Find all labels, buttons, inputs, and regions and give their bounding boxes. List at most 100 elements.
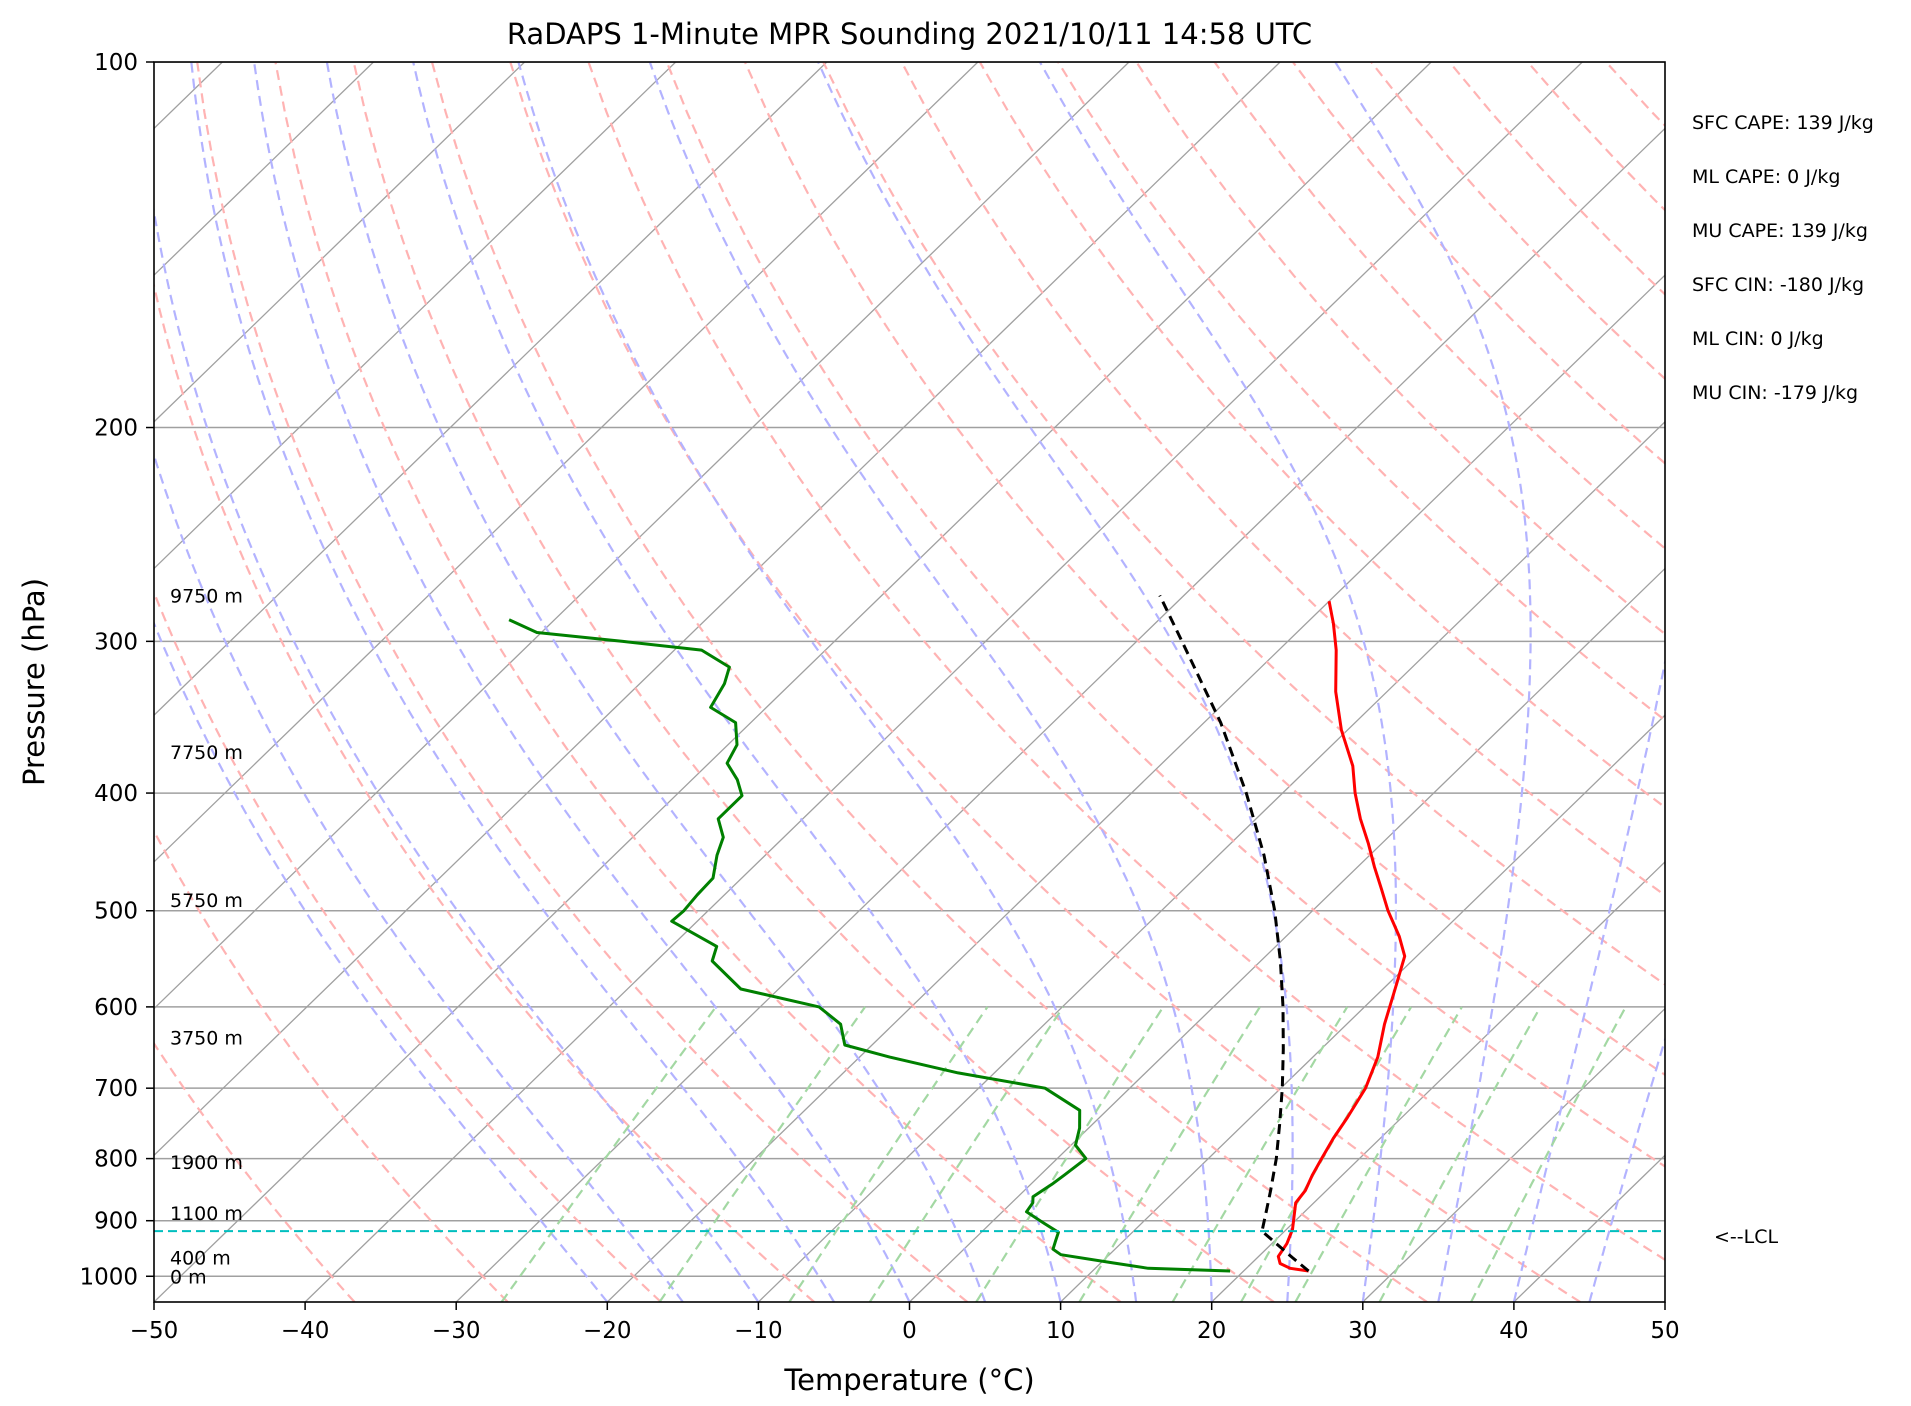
isotherm-line	[154, 62, 1432, 1302]
x-tick-label: −20	[583, 1318, 632, 1344]
moist-adiabat-lines	[154, 62, 1665, 1302]
isotherm-line	[1362, 1007, 1665, 1302]
moist-adiabat	[1588, 1035, 1665, 1302]
dry-adiabat	[743, 62, 1665, 1077]
height-label: 7750 m	[170, 742, 243, 764]
moist-adiabat	[817, 62, 1294, 1302]
mixing-ratio-line	[1171, 1006, 1349, 1302]
series-0-line	[1276, 600, 1407, 1273]
isotherm-line	[154, 62, 828, 717]
y-tick-label: 800	[94, 1147, 138, 1173]
x-tick-label: 20	[1197, 1318, 1226, 1344]
moist-adiabat	[253, 62, 911, 1302]
dry-adiabat	[509, 62, 1581, 1302]
moist-adiabat	[154, 205, 760, 1302]
isotherm-line	[154, 62, 526, 423]
moist-adiabat	[1512, 656, 1665, 1302]
y-tick-label: 900	[94, 1209, 138, 1235]
stats-panel: SFC CAPE: 139 J/kg ML CAPE: 0 J/kg MU CAPE…	[1692, 112, 1874, 404]
y-tick-label: 1000	[79, 1264, 138, 1290]
moist-adiabat	[1334, 62, 1532, 1302]
x-tick-label: 0	[902, 1318, 917, 1344]
isotherm-line	[154, 62, 677, 570]
dry-adiabat	[1448, 62, 1665, 296]
y-axis-label: Pressure (hPa)	[17, 578, 51, 786]
x-tick-label: 10	[1046, 1318, 1075, 1344]
height-label: 1100 m	[170, 1203, 243, 1225]
mixing-ratio-line	[975, 1006, 1165, 1302]
isotherm-line	[1816, 62, 1911, 1302]
mixing-ratio-line	[658, 1006, 867, 1302]
y-tick-label: 500	[94, 899, 138, 925]
stat-label: ML CIN: 0 J/kg	[1692, 328, 1824, 350]
dry-adiabat	[900, 62, 1665, 897]
isobar-gridlines	[154, 62, 1665, 1278]
dry-adiabat	[1526, 62, 1665, 212]
x-tick-label: −50	[130, 1318, 179, 1344]
sounding-series	[508, 594, 1407, 1273]
isotherm-line	[1060, 714, 1665, 1302]
isotherm-line	[154, 62, 1130, 1010]
mixing-ratio-line	[1470, 1006, 1627, 1302]
height-label: 1900 m	[170, 1152, 243, 1174]
moist-adiabat	[1038, 62, 1398, 1302]
moist-adiabat	[154, 620, 609, 1302]
dry-adiabat	[587, 62, 1665, 1262]
moist-adiabat	[325, 62, 987, 1302]
stat-label: MU CAPE: 139 J/kg	[1692, 220, 1868, 242]
isotherm-line	[909, 567, 1665, 1302]
y-tick-label: 300	[94, 629, 138, 655]
stat-label: SFC CAPE: 139 J/kg	[1692, 112, 1874, 134]
mixing-ratio-line	[500, 1006, 717, 1302]
mixing-ratio-line	[1078, 1006, 1261, 1302]
x-tick-label: 30	[1348, 1318, 1377, 1344]
dry-adiabat	[154, 1041, 356, 1302]
isotherm-line	[455, 127, 1665, 1302]
moist-adiabat	[154, 451, 684, 1302]
height-label: 400 m	[170, 1247, 231, 1269]
isotherm-line	[1513, 1154, 1665, 1302]
x-axis-ticks: −50 −40 −30 −20 −10 0 10 20 30 40 50	[130, 1302, 1680, 1344]
height-label: 3750 m	[170, 1028, 243, 1050]
dry-adiabat	[665, 62, 1665, 1168]
background-lines	[154, 62, 1911, 1302]
x-tick-label: −30	[432, 1318, 481, 1344]
isotherm-line	[606, 274, 1665, 1302]
isotherm-line	[1211, 860, 1665, 1302]
dry-adiabat	[1684, 62, 1911, 1302]
x-tick-label: −10	[734, 1318, 783, 1344]
dry-adiabat	[352, 62, 1275, 1302]
dry-adiabat	[1213, 62, 1665, 550]
moist-adiabat	[1663, 1298, 1665, 1302]
stat-label: MU CIN: -179 J/kg	[1692, 382, 1858, 404]
mixing-ratio-line	[868, 1006, 1065, 1302]
dry-adiabat	[1292, 62, 1665, 465]
x-axis-label: Temperature (°C)	[783, 1363, 1034, 1397]
mixing-ratio-line	[1294, 1006, 1463, 1302]
moist-adiabat	[517, 62, 1138, 1302]
plot-frame	[153, 61, 1666, 1303]
moist-adiabat	[190, 62, 835, 1302]
y-tick-label: 200	[94, 416, 138, 442]
series-1-line	[508, 618, 1231, 1273]
chart-title: RaDAPS 1-Minute MPR Sounding 2021/10/11 …	[507, 17, 1312, 51]
y-tick-label: 600	[94, 995, 138, 1021]
isotherm-line	[304, 62, 1583, 1302]
dry-adiabat	[154, 589, 662, 1302]
dry-adiabat	[1605, 62, 1665, 128]
mixing-ratio-line	[1240, 1006, 1413, 1302]
isotherm-line	[154, 62, 374, 277]
x-tick-label: −40	[281, 1318, 330, 1344]
x-tick-label: 50	[1650, 1318, 1679, 1344]
isotherm-line	[154, 62, 1281, 1157]
isotherm-line	[154, 62, 979, 863]
stat-label: ML CAPE: 0 J/kg	[1692, 166, 1840, 188]
dry-adiabat	[196, 62, 969, 1302]
height-label: 0 m	[170, 1266, 207, 1288]
mixing-ratio-line	[1378, 1006, 1542, 1302]
isotherm-line	[1664, 1301, 1665, 1302]
lcl-label: <--LCL	[1714, 1226, 1778, 1248]
dry-adiabat	[154, 828, 509, 1302]
